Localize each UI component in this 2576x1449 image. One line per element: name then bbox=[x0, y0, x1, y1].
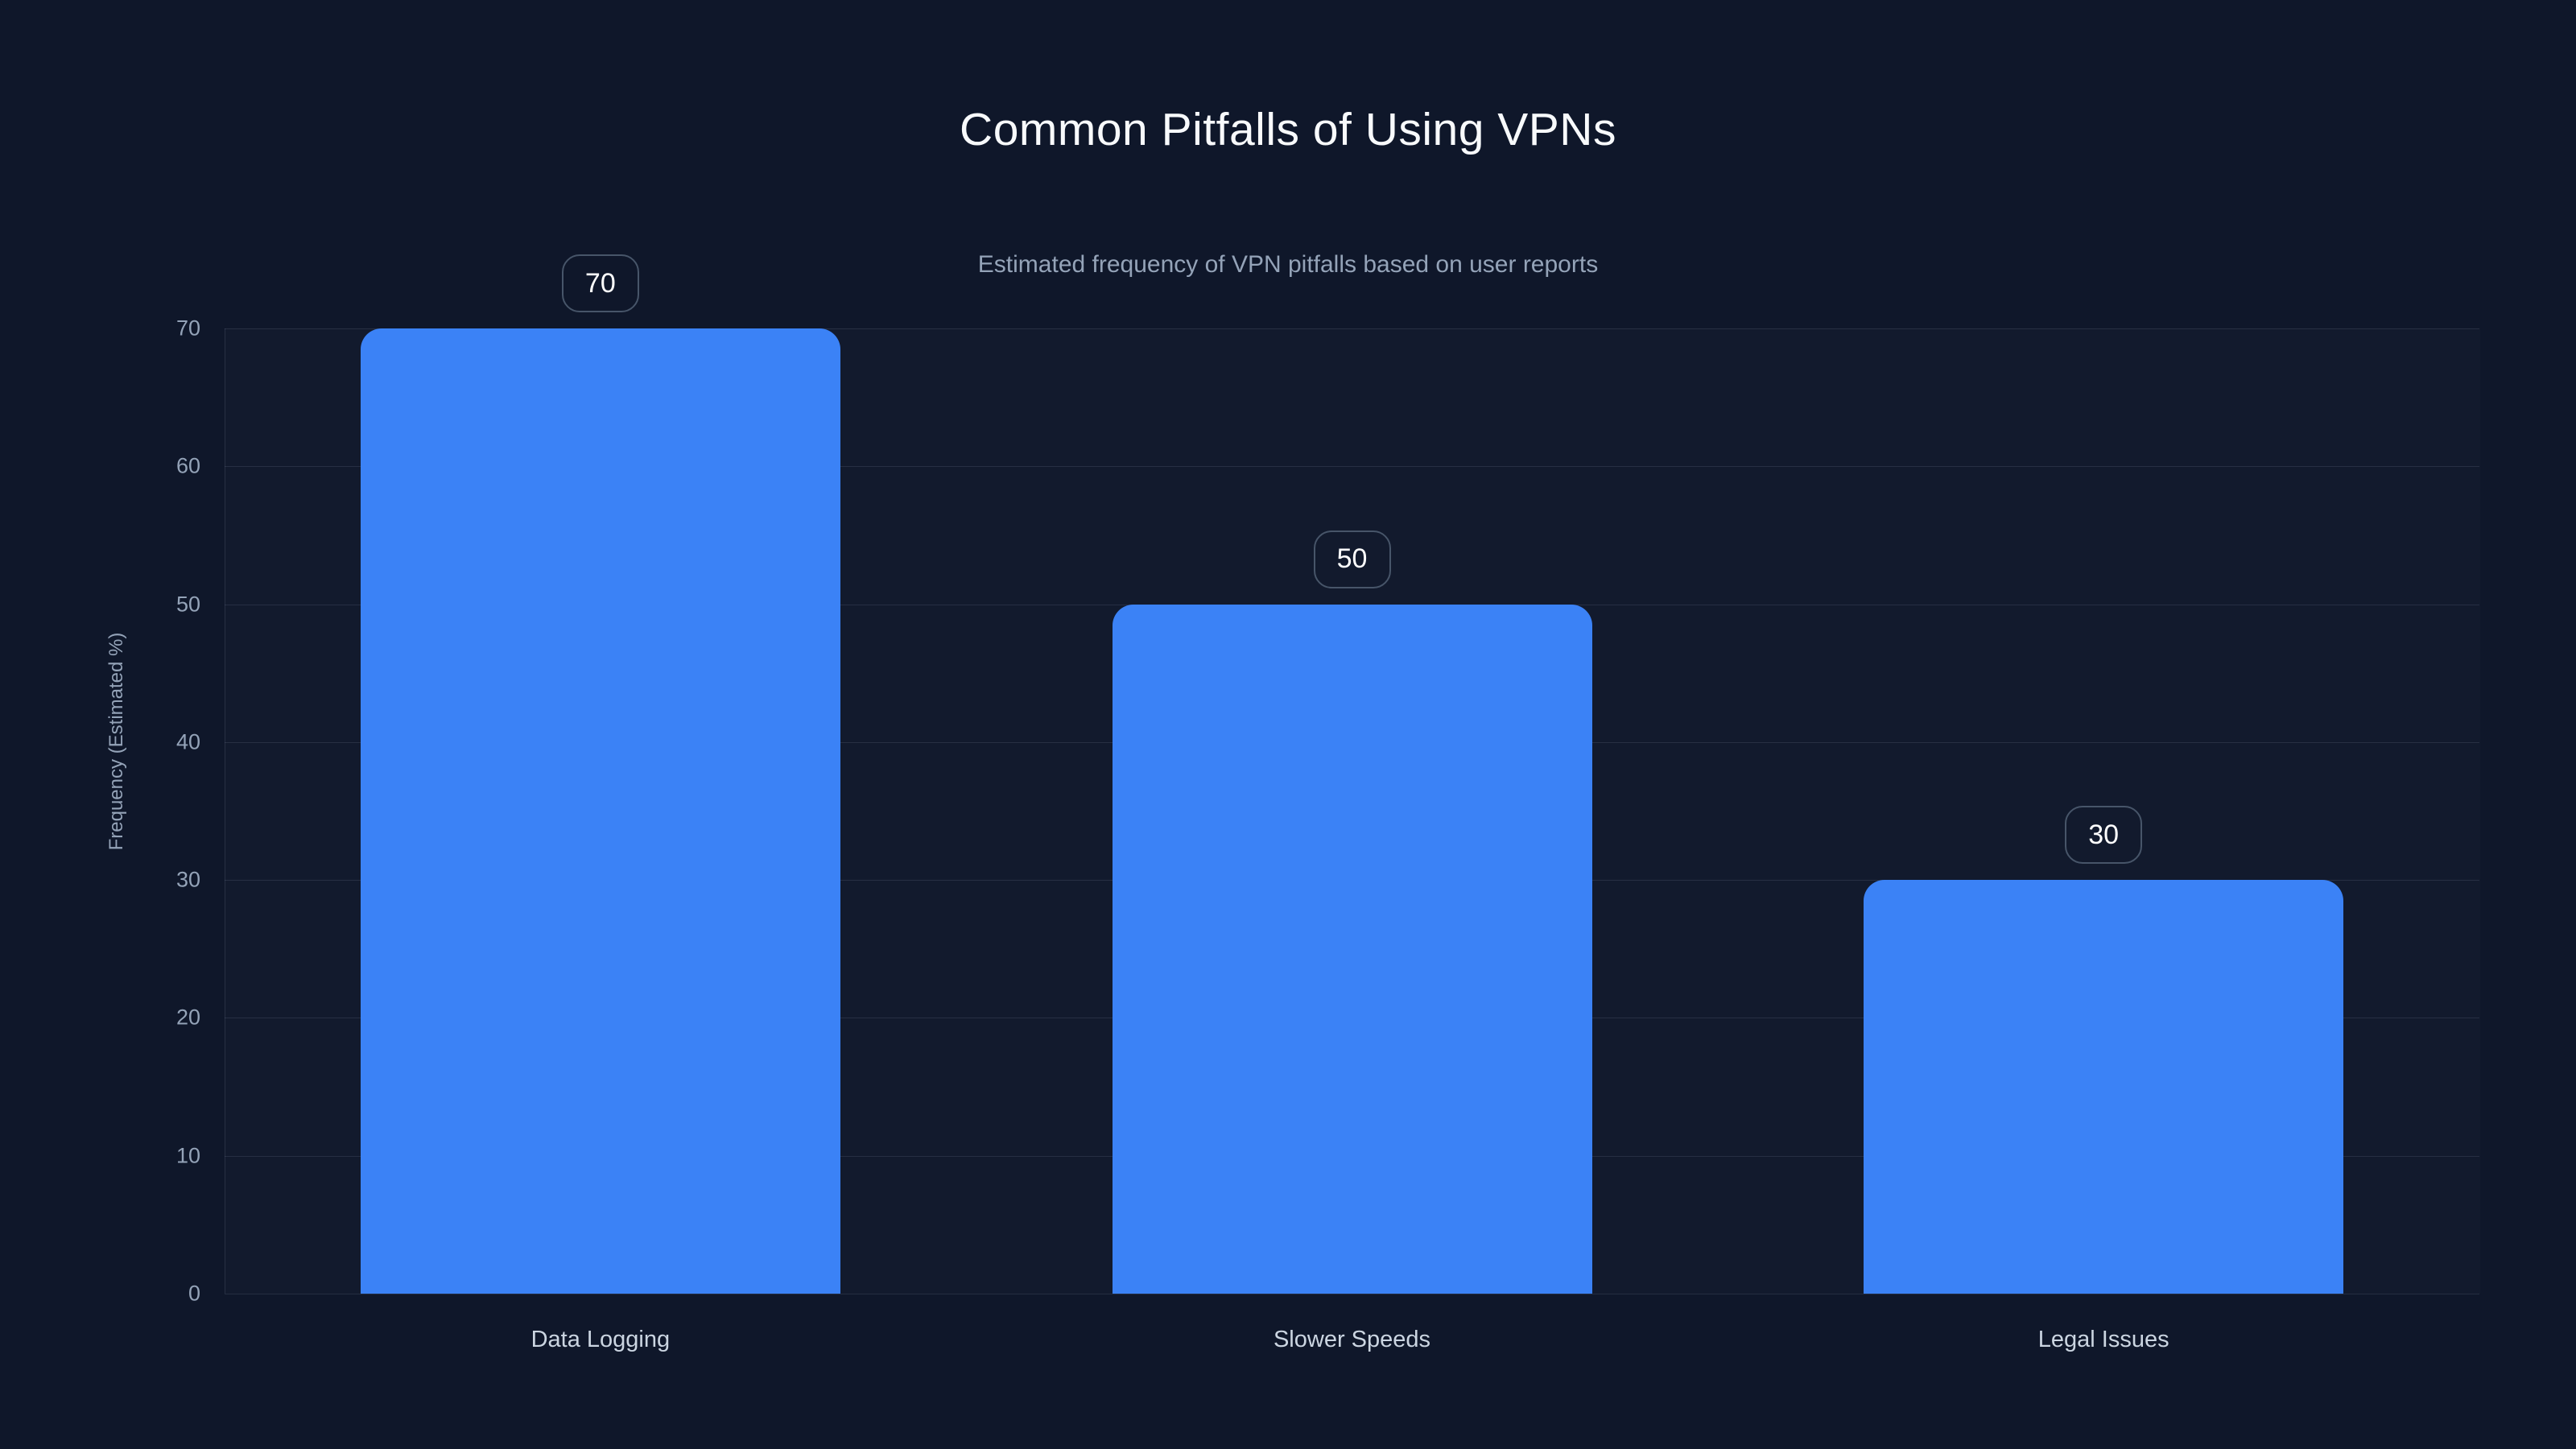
bar-data-logging[interactable] bbox=[360, 328, 840, 1294]
bar-slower-speeds[interactable] bbox=[1112, 604, 1592, 1294]
y-tick-label: 10 bbox=[175, 1143, 200, 1168]
y-tick-label: 60 bbox=[175, 453, 200, 478]
x-category-label: Data Logging bbox=[530, 1327, 671, 1352]
y-tick-label: 0 bbox=[188, 1281, 200, 1306]
chart-title: Common Pitfalls of Using VPNs bbox=[960, 104, 1616, 155]
y-tick-label: 50 bbox=[175, 592, 200, 617]
chart-subtitle: Estimated frequency of VPN pitfalls base… bbox=[977, 251, 1599, 278]
value-badge: 70 bbox=[561, 254, 639, 312]
y-tick-label: 70 bbox=[175, 316, 200, 341]
value-badge: 30 bbox=[2065, 806, 2143, 865]
y-tick-label: 20 bbox=[175, 1005, 200, 1030]
x-category-label: Slower Speeds bbox=[1273, 1327, 1431, 1352]
x-category-label: Legal Issues bbox=[2037, 1327, 2169, 1352]
y-tick-label: 30 bbox=[175, 867, 200, 892]
bar-legal-issues[interactable] bbox=[1864, 880, 2344, 1294]
plot-area bbox=[225, 328, 2480, 1294]
value-badge: 50 bbox=[1313, 530, 1391, 588]
y-gridline bbox=[225, 328, 2479, 329]
y-tick-label: 40 bbox=[175, 729, 200, 754]
y-axis-title: Frequency (Estimated %) bbox=[105, 632, 127, 851]
y-gridline bbox=[225, 466, 2479, 468]
